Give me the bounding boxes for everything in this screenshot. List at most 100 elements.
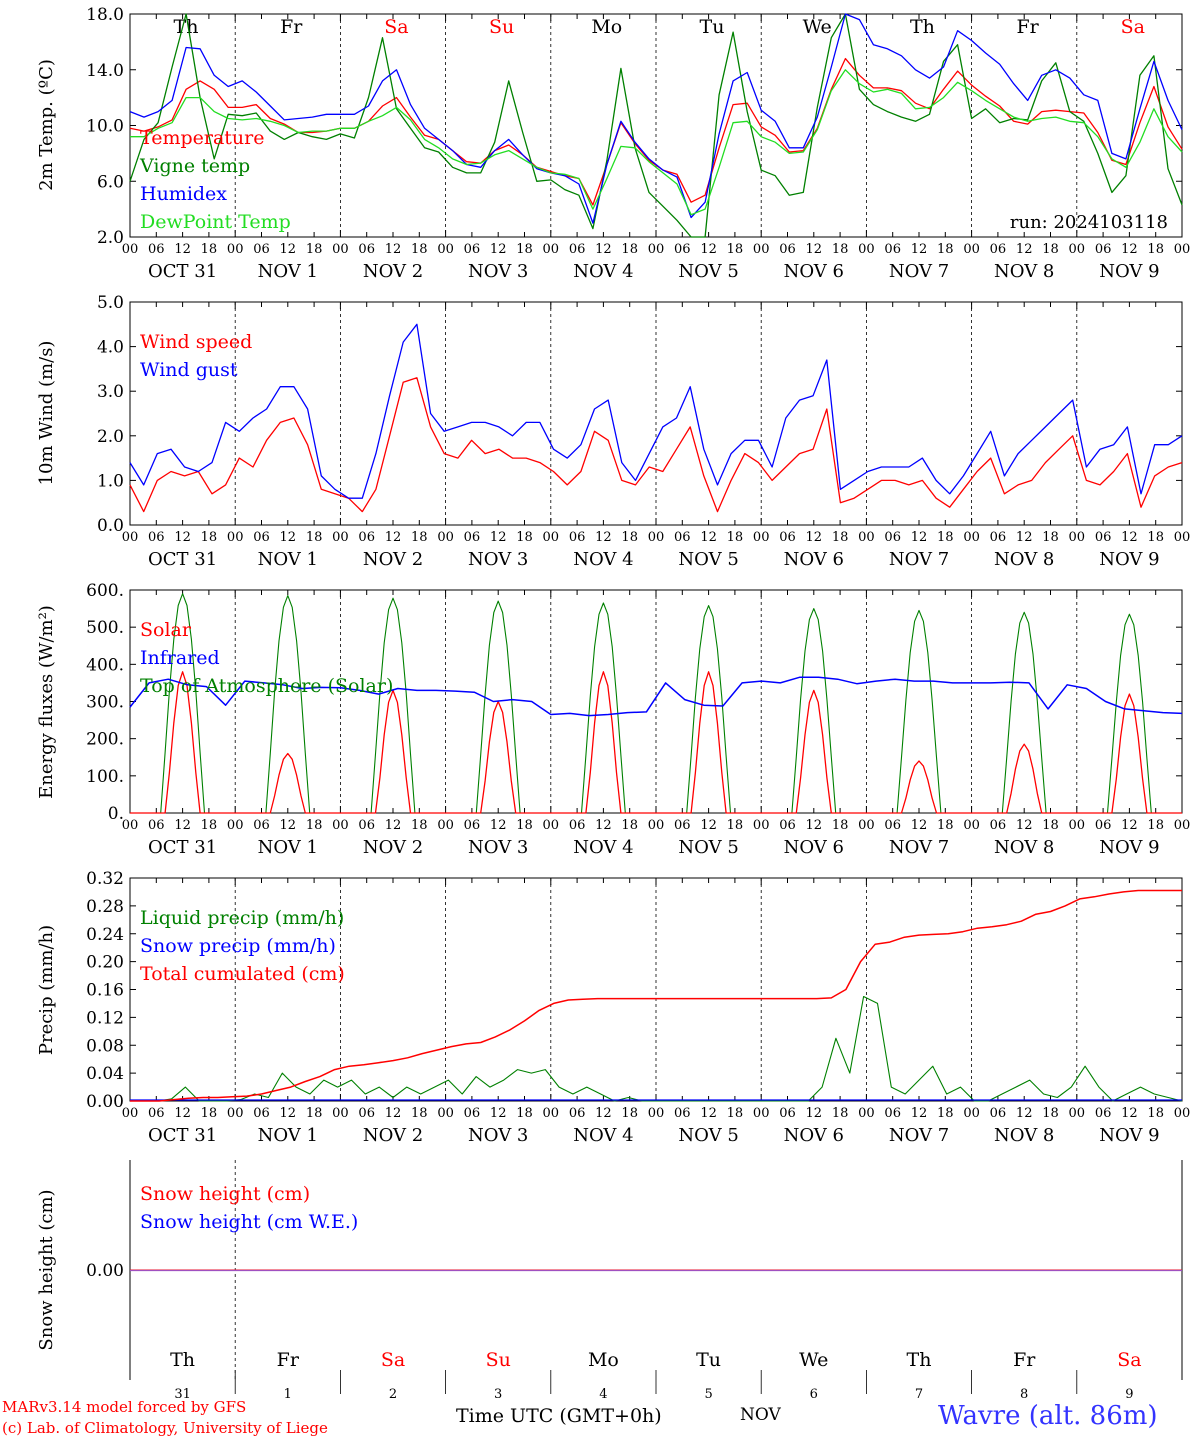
hour-tick-label: 12 <box>806 242 823 257</box>
hour-tick-label: 18 <box>1147 818 1164 833</box>
date-label: NOV 2 <box>363 1125 423 1146</box>
date-label: NOV 6 <box>784 1125 844 1146</box>
hour-tick-label: 00 <box>1069 818 1086 833</box>
hour-tick-label: 00 <box>1174 242 1191 257</box>
y-tick-label: 1.0 <box>97 471 124 491</box>
y-tick-label: 0.16 <box>86 981 124 1001</box>
hour-tick-label: 06 <box>569 1106 586 1121</box>
day-label-bottom: We <box>799 1349 828 1371</box>
y-axis-title: 2m Temp. (ºC) <box>36 59 57 191</box>
hour-tick-label: 12 <box>595 530 612 545</box>
series-total-cumulated-cm <box>130 889 1182 1102</box>
hour-tick-label: 06 <box>253 1106 270 1121</box>
series-dewpoint-temp <box>130 69 1183 216</box>
day-number-label: 2 <box>389 1387 397 1402</box>
day-label-top: Su <box>489 16 514 38</box>
y-tick-label: 3.0 <box>97 382 124 402</box>
hour-tick-label: 00 <box>332 818 349 833</box>
hour-tick-label: 00 <box>753 818 770 833</box>
date-label: NOV 9 <box>1099 549 1159 570</box>
hour-tick-label: 00 <box>1069 1106 1086 1121</box>
date-label: NOV 7 <box>889 837 949 858</box>
hour-tick-label: 12 <box>490 1106 507 1121</box>
hour-tick-label: 00 <box>227 1106 244 1121</box>
legend-solar: Solar <box>140 619 192 641</box>
hour-tick-label: 18 <box>201 818 218 833</box>
y-tick-label: 300. <box>86 693 124 713</box>
hour-tick-label: 06 <box>358 242 375 257</box>
y-tick-label: 18.0 <box>86 5 124 25</box>
hour-tick-label: 06 <box>358 1106 375 1121</box>
date-label: NOV 9 <box>1099 261 1159 282</box>
hour-tick-label: 00 <box>227 818 244 833</box>
hour-tick-label: 12 <box>700 242 717 257</box>
y-tick-label: 200. <box>86 730 124 750</box>
date-label: NOV 6 <box>784 837 844 858</box>
hour-tick-label: 00 <box>227 530 244 545</box>
day-number-label: 5 <box>704 1387 712 1402</box>
hour-tick-label: 06 <box>148 1106 165 1121</box>
day-number-label: 4 <box>599 1387 607 1402</box>
y-tick-label: 0.28 <box>86 897 124 917</box>
legend-humidex: Humidex <box>140 183 227 205</box>
month-label: NOV <box>740 1405 781 1425</box>
series-wind-gust <box>129 323 1183 499</box>
hour-tick-label: 00 <box>332 530 349 545</box>
series-solar <box>130 671 1182 814</box>
hour-tick-label: 06 <box>674 818 691 833</box>
hour-tick-label: 12 <box>595 242 612 257</box>
hour-tick-label: 18 <box>727 530 744 545</box>
y-tick-label: 14.0 <box>86 61 124 81</box>
hour-tick-label: 00 <box>543 530 560 545</box>
hour-tick-label: 12 <box>911 818 928 833</box>
hour-tick-label: 06 <box>990 1106 1007 1121</box>
hour-tick-label: 12 <box>280 1106 297 1121</box>
hour-tick-label: 12 <box>1121 818 1138 833</box>
hour-tick-label: 00 <box>1069 530 1086 545</box>
y-tick-label: 0.32 <box>86 869 124 889</box>
hour-tick-label: 06 <box>148 530 165 545</box>
day-label-top: Fr <box>1016 16 1039 38</box>
date-label: NOV 7 <box>889 549 949 570</box>
hour-tick-label: 12 <box>1016 242 1033 257</box>
hour-tick-label: 00 <box>858 242 875 257</box>
y-tick-label: 0.24 <box>86 925 124 945</box>
hour-tick-label: 00 <box>858 530 875 545</box>
day-number-label: 3 <box>494 1387 502 1402</box>
hour-tick-label: 18 <box>621 1106 638 1121</box>
hour-tick-label: 00 <box>122 530 139 545</box>
y-tick-label: 0.12 <box>86 1008 124 1028</box>
hour-tick-label: 18 <box>411 530 428 545</box>
run-annotation: run: 2024103118 <box>1010 212 1168 233</box>
date-label: NOV 9 <box>1099 837 1159 858</box>
hour-tick-label: 00 <box>753 242 770 257</box>
hour-tick-label: 00 <box>437 1106 454 1121</box>
day-label-top: Th <box>174 16 199 38</box>
date-label: NOV 5 <box>678 261 738 282</box>
hour-tick-label: 06 <box>779 1106 796 1121</box>
day-label-bottom: Fr <box>1013 1349 1036 1371</box>
date-label: NOV 1 <box>258 261 318 282</box>
date-label: NOV 3 <box>468 1125 528 1146</box>
hour-tick-label: 18 <box>516 1106 533 1121</box>
date-label: NOV 9 <box>1099 1125 1159 1146</box>
hour-tick-label: 12 <box>700 530 717 545</box>
hour-tick-label: 18 <box>201 530 218 545</box>
hour-tick-label: 12 <box>806 1106 823 1121</box>
hour-tick-label: 18 <box>1042 242 1059 257</box>
hour-tick-label: 00 <box>858 1106 875 1121</box>
day-label-top: Tu <box>700 16 725 38</box>
hour-tick-label: 06 <box>464 242 481 257</box>
date-label: NOV 8 <box>994 261 1054 282</box>
hour-tick-label: 18 <box>621 530 638 545</box>
legend-top-of-atmosphere-solar: Top of Atmosphere (Solar) <box>140 675 393 697</box>
hour-tick-label: 18 <box>411 818 428 833</box>
day-label-bottom: Sa <box>381 1349 405 1371</box>
day-label-bottom: Su <box>486 1349 511 1371</box>
hour-tick-label: 18 <box>832 1106 849 1121</box>
hour-tick-label: 12 <box>490 242 507 257</box>
hour-tick-label: 00 <box>963 818 980 833</box>
date-label: NOV 4 <box>573 1125 633 1146</box>
panel-frame-3 <box>129 589 1183 814</box>
date-label: OCT 31 <box>148 837 217 858</box>
